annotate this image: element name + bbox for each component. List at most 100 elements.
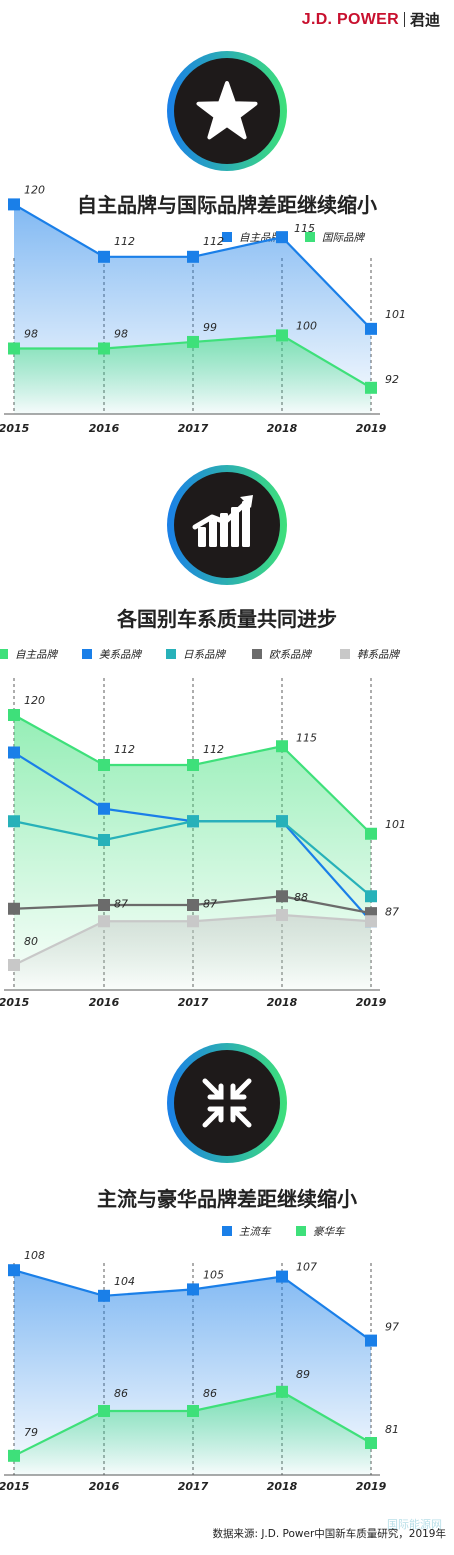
series-1: 120 112 112 115 101 bbox=[8, 183, 406, 335]
series-2: 98 98 99 100 92 bbox=[8, 319, 399, 394]
x-tick-label: 2015 bbox=[0, 422, 30, 435]
data-point bbox=[98, 1405, 110, 1417]
data-point bbox=[98, 834, 110, 846]
series-5: 80 87 87 88 87 bbox=[8, 891, 399, 971]
data-point bbox=[187, 899, 199, 911]
legend-swatch bbox=[305, 232, 315, 242]
data-point bbox=[365, 1437, 377, 1449]
legend-label: 日系品牌 bbox=[183, 649, 226, 661]
legend-swatch bbox=[82, 649, 92, 659]
legend-swatch bbox=[0, 649, 8, 659]
section-icon-1 bbox=[167, 51, 287, 171]
data-point bbox=[187, 335, 199, 348]
data-label: 112 bbox=[203, 743, 224, 756]
legend-label: 美系品牌 bbox=[99, 649, 142, 661]
legend-swatch bbox=[222, 232, 232, 242]
brand-logo-cn: 君迪 bbox=[409, 12, 440, 29]
data-label: 112 bbox=[203, 235, 224, 248]
data-label: 79 bbox=[24, 1426, 38, 1439]
legend-label: 韩系品牌 bbox=[357, 649, 400, 661]
data-label: 112 bbox=[114, 235, 135, 248]
data-label: 98 bbox=[24, 328, 38, 341]
data-point bbox=[8, 1264, 20, 1277]
x-tick-label: 2017 bbox=[178, 1480, 209, 1493]
x-tick-label: 2019 bbox=[356, 996, 387, 1009]
series-2: 79 86 86 89 81 bbox=[8, 1368, 399, 1462]
x-tick-label: 2016 bbox=[89, 422, 120, 435]
data-point bbox=[276, 329, 288, 342]
legend-swatch bbox=[166, 649, 176, 659]
data-point bbox=[98, 250, 110, 263]
jd-power-logo: J.D. POWER 君迪 bbox=[302, 9, 440, 30]
data-point bbox=[187, 759, 199, 771]
data-source-note: 数据来源: J.D. Power中国新车质量研究，2019年 bbox=[212, 1528, 446, 1540]
data-point bbox=[276, 909, 288, 921]
data-point bbox=[187, 250, 199, 263]
data-label: 107 bbox=[296, 1261, 317, 1274]
data-point bbox=[98, 342, 110, 355]
legend-label: 国际品牌 bbox=[322, 232, 365, 244]
x-tick-label: 2016 bbox=[89, 996, 120, 1009]
data-label: 89 bbox=[296, 1368, 310, 1381]
data-label: 88 bbox=[294, 891, 308, 904]
legend-label: 主流车 bbox=[239, 1226, 272, 1238]
x-tick-label: 2018 bbox=[267, 1480, 298, 1493]
data-point bbox=[187, 915, 199, 928]
data-label: 115 bbox=[294, 222, 315, 235]
data-point bbox=[98, 802, 110, 815]
data-label: 98 bbox=[114, 328, 128, 341]
data-point bbox=[276, 1385, 288, 1398]
series-area bbox=[14, 335, 371, 414]
data-point bbox=[98, 1289, 110, 1302]
x-tick-label: 2015 bbox=[0, 1480, 30, 1493]
brand-divider bbox=[403, 12, 405, 27]
x-tick-label: 2019 bbox=[356, 1480, 387, 1493]
data-label: 97 bbox=[385, 1321, 399, 1334]
data-point bbox=[98, 759, 110, 771]
data-label: 87 bbox=[114, 897, 128, 910]
x-tick-label: 2017 bbox=[178, 422, 209, 435]
x-tick-label: 2018 bbox=[267, 996, 298, 1009]
x-tick-label: 2018 bbox=[267, 422, 298, 435]
data-point bbox=[8, 815, 20, 828]
converge-arrows-icon bbox=[202, 1078, 252, 1128]
data-point bbox=[365, 381, 377, 394]
data-point bbox=[276, 740, 288, 753]
data-label: 86 bbox=[203, 1387, 217, 1400]
data-point bbox=[8, 902, 20, 915]
series-area bbox=[14, 915, 371, 990]
chart-title: 主流与豪华品牌差距继续缩小 bbox=[97, 1187, 357, 1211]
watermark-text: 国际能源网 bbox=[387, 1518, 442, 1531]
data-label: 87 bbox=[385, 905, 399, 918]
data-label: 120 bbox=[24, 694, 45, 707]
data-point bbox=[187, 1283, 199, 1296]
chart-title: 自主品牌与国际品牌差距继续缩小 bbox=[77, 193, 377, 217]
data-point bbox=[8, 709, 20, 721]
legend-label: 豪华车 bbox=[313, 1226, 346, 1238]
data-point bbox=[8, 342, 20, 355]
legend-swatch bbox=[340, 649, 350, 659]
legend-label: 欧系品牌 bbox=[269, 649, 312, 661]
data-point bbox=[365, 890, 377, 903]
x-tick-label: 2019 bbox=[356, 422, 387, 435]
data-label: 115 bbox=[296, 731, 317, 744]
section-icon-2 bbox=[167, 465, 287, 585]
data-label: 101 bbox=[385, 818, 406, 831]
data-point bbox=[98, 915, 110, 928]
data-point bbox=[365, 915, 377, 928]
data-label: 100 bbox=[296, 319, 317, 332]
chart-legend: 主流车 豪华车 bbox=[222, 1226, 346, 1238]
data-label: 120 bbox=[24, 183, 45, 196]
data-point bbox=[276, 890, 288, 903]
data-point bbox=[276, 1270, 288, 1283]
data-label: 105 bbox=[203, 1268, 224, 1281]
data-point bbox=[98, 899, 110, 911]
data-label: 81 bbox=[385, 1423, 399, 1436]
data-label: 92 bbox=[385, 373, 399, 386]
star-icon bbox=[196, 81, 258, 140]
data-point bbox=[365, 322, 377, 335]
data-label: 112 bbox=[114, 743, 135, 756]
